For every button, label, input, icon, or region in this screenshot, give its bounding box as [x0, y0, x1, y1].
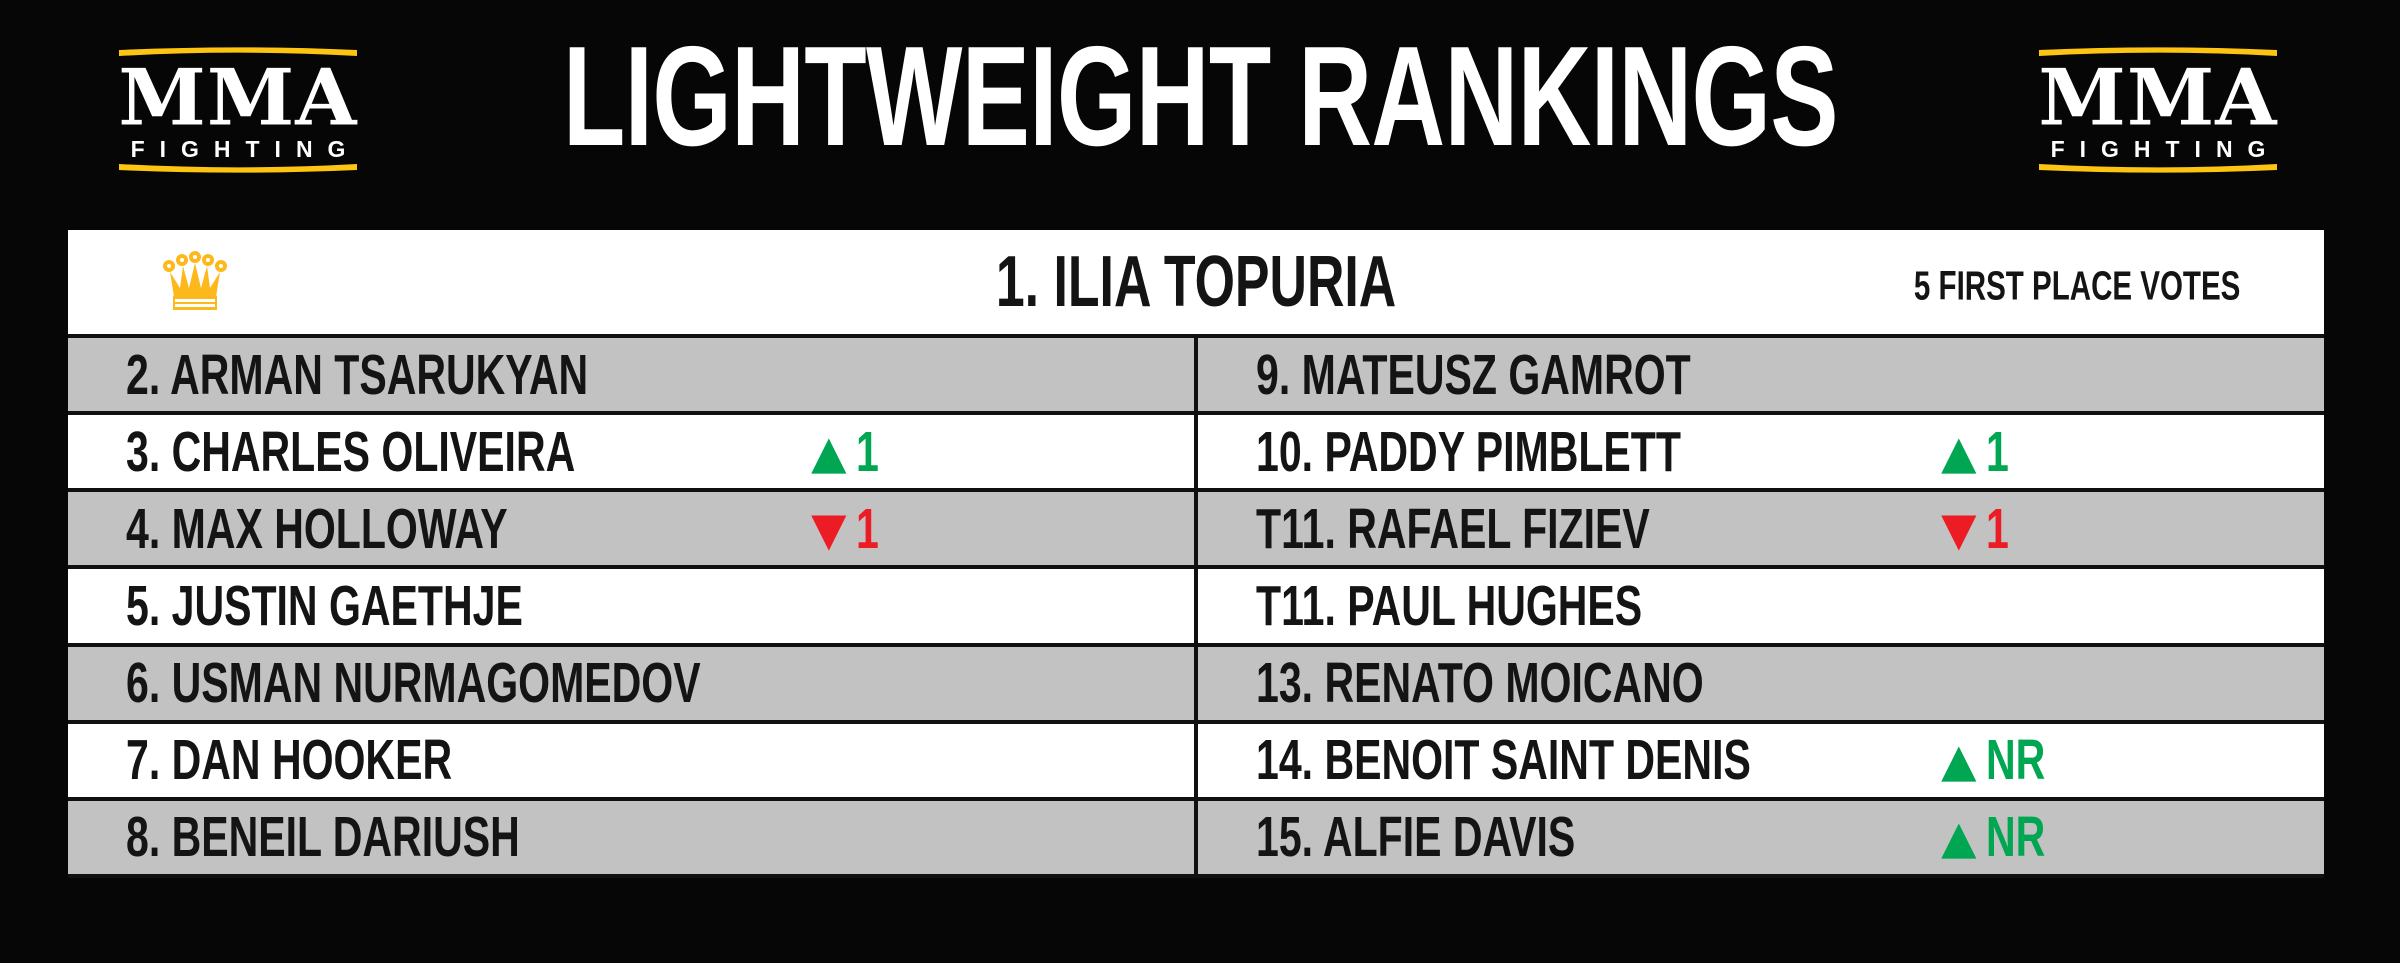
rankings-column-left: 2. ARMAN TSARUKYAN 3. CHARLES OLIVEIRA ▲ 1 4…	[68, 338, 1198, 878]
down-arrow-icon: ▼	[811, 501, 847, 556]
rank-down-indicator: ▼ 1	[811, 496, 887, 562]
ranking-row: 9. MATEUSZ GAMROT	[1198, 338, 2324, 416]
fighter-label: 9. MATEUSZ GAMROT	[1256, 342, 1691, 407]
fighter-label: 3. CHARLES OLIVEIRA	[126, 419, 576, 484]
fighter-label: 5. JUSTIN GAETHJE	[126, 573, 523, 638]
rankings-columns: 2. ARMAN TSARUKYAN 3. CHARLES OLIVEIRA ▲ 1 4…	[68, 338, 2324, 878]
fighter-label: 13. RENATO MOICANO	[1256, 651, 1704, 716]
fighter-label: T11. RAFAEL FIZIEV	[1256, 496, 1650, 561]
logo-word: MMA	[118, 51, 358, 144]
rank-up-indicator: ▲ NR	[1941, 727, 2068, 793]
rankings-column-right: 9. MATEUSZ GAMROT 10. PADDY PIMBLETT ▲ 1 T11…	[1198, 338, 2324, 878]
fighter-label: 14. BENOIT SAINT DENIS	[1256, 728, 1751, 793]
up-arrow-icon: ▲	[1941, 733, 1977, 788]
ranking-row: T11. PAUL HUGHES	[1198, 569, 2324, 647]
fighter-label: 4. MAX HOLLOWAY	[126, 496, 508, 561]
ranking-row: 7. DAN HOOKER	[68, 723, 1194, 801]
fighter-label: 15. ALFIE DAVIS	[1256, 805, 1576, 870]
champion-name: 1. ILIA TOPURIA	[68, 241, 2324, 323]
fighter-label: 7. DAN HOOKER	[126, 728, 453, 793]
ranking-row: 15. ALFIE DAVIS ▲ NR	[1198, 800, 2324, 878]
ranking-row: 13. RENATO MOICANO	[1198, 646, 2324, 724]
logo-word: MMA	[2038, 51, 2278, 144]
fighter-label: 10. PADDY PIMBLETT	[1256, 419, 1681, 484]
fighter-label: 2. ARMAN TSARUKYAN	[126, 342, 589, 407]
logo-top-bar-icon	[119, 47, 357, 56]
ranking-row: 4. MAX HOLLOWAY ▼ 1	[68, 492, 1194, 570]
logo-bottom-bar-icon	[119, 164, 357, 173]
change-value: 1	[855, 419, 879, 484]
rank-up-indicator: ▲ 1	[811, 419, 887, 485]
up-arrow-icon: ▲	[1941, 424, 1977, 479]
change-value: 1	[1985, 496, 2009, 561]
crown-icon	[163, 251, 227, 310]
ranking-row: 14. BENOIT SAINT DENIS ▲ NR	[1198, 723, 2324, 801]
ranking-row: 10. PADDY PIMBLETT ▲ 1	[1198, 415, 2324, 493]
change-value: 1	[1985, 419, 2009, 484]
up-arrow-icon: ▲	[1941, 810, 1977, 865]
page-title: LIGHTWEIGHT RANKINGS	[0, 26, 2400, 168]
logo-subword: FIGHTING	[2050, 136, 2281, 162]
ranking-row: 8. BENEIL DARIUSH	[68, 800, 1194, 878]
ranking-row: 5. JUSTIN GAETHJE	[68, 569, 1194, 647]
mma-fighting-logo-right: MMA FIGHTING	[2037, 46, 2279, 174]
first-place-votes-text: 5 FIRST PLACE VOTES	[1913, 262, 2240, 309]
logo-bottom-bar-icon	[2039, 164, 2277, 173]
ranking-row: T11. RAFAEL FIZIEV ▼ 1	[1198, 492, 2324, 570]
ranking-row: 3. CHARLES OLIVEIRA ▲ 1	[68, 415, 1194, 493]
fighter-label: 6. USMAN NURMAGOMEDOV	[126, 651, 701, 716]
ranking-row: 2. ARMAN TSARUKYAN	[68, 338, 1194, 416]
down-arrow-icon: ▼	[1941, 501, 1977, 556]
page-title-text: LIGHTWEIGHT RANKINGS	[562, 17, 1839, 176]
up-arrow-icon: ▲	[811, 424, 847, 479]
first-place-votes: 5 FIRST PLACE VOTES	[1787, 262, 2240, 309]
ranking-row: 6. USMAN NURMAGOMEDOV	[68, 646, 1194, 724]
rank-down-indicator: ▼ 1	[1941, 496, 2017, 562]
change-value: NR	[1985, 805, 2045, 870]
rankings-board: 1. ILIA TOPURIA 5 FIRST PLACE VOTES 2. A…	[68, 230, 2324, 878]
change-value: NR	[1985, 728, 2045, 793]
header: MMA FIGHTING LIGHTWEIGHT RANKINGS MMA FI…	[0, 0, 2400, 210]
fighter-label: 8. BENEIL DARIUSH	[126, 805, 520, 870]
rank-up-indicator: ▲ 1	[1941, 419, 2017, 485]
logo-subword: FIGHTING	[130, 136, 361, 162]
fighter-label: T11. PAUL HUGHES	[1256, 573, 1643, 638]
logo-top-bar-icon	[2039, 47, 2277, 56]
champion-name-text: 1. ILIA TOPURIA	[995, 242, 1397, 322]
champion-row: 1. ILIA TOPURIA 5 FIRST PLACE VOTES	[68, 230, 2324, 338]
change-value: 1	[855, 496, 879, 561]
mma-fighting-logo-left: MMA FIGHTING	[117, 46, 359, 174]
rank-up-indicator: ▲ NR	[1941, 804, 2068, 870]
